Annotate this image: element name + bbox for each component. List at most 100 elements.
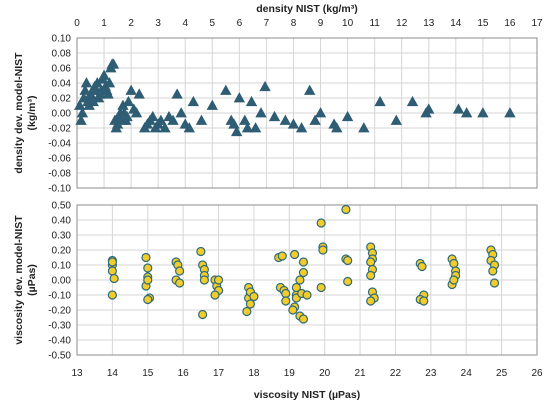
- panel1-data-point-triangle: [477, 107, 489, 118]
- panel1-data-point-triangle: [341, 110, 354, 122]
- panel2-x-tick-label: 13: [71, 368, 83, 379]
- panel1-data-point-triangle: [314, 107, 327, 118]
- panel1-data-point-triangle: [423, 103, 435, 114]
- panel2-data-point-circle: [366, 257, 376, 267]
- panel1-data-point-triangle: [233, 92, 246, 103]
- panel2-y-tick-label: 0.00: [52, 276, 72, 287]
- panel2-data-point-circle: [107, 257, 117, 267]
- panel1-data-point-triangle: [249, 122, 262, 133]
- panel2-data-point-circle: [449, 258, 459, 269]
- panel2-data-point-circle: [143, 275, 153, 285]
- panel1-data-point-triangle: [220, 84, 232, 95]
- panel1-data-point-triangle: [239, 114, 251, 125]
- panel2-data-point-circle: [419, 296, 429, 306]
- panel1-data-point-triangle: [102, 88, 114, 99]
- panel1-x-tick-label: 17: [531, 18, 543, 29]
- panel2-data-point-circle: [343, 255, 353, 266]
- panel2-y-tick-label: 0.20: [52, 246, 72, 257]
- panel1-y-tick-label: 0.10: [52, 34, 72, 45]
- panel2-x-tick-label: 18: [248, 368, 260, 379]
- panel1-data-point-triangle: [245, 95, 258, 107]
- panel1-y-tick-label: 0.08: [52, 49, 72, 60]
- panel1-data-point-triangle: [187, 95, 200, 107]
- panel1-data-point-triangle: [121, 110, 133, 122]
- panel2-y-tick-label: 0.30: [52, 231, 72, 242]
- panel2-x-tick-label: 23: [425, 368, 437, 379]
- panel1-x-tick-label: 6: [237, 18, 243, 29]
- panel2-data-point-circle: [242, 306, 252, 317]
- panel1-data-point-triangle: [130, 107, 143, 118]
- panel1-x-tick-label: 11: [369, 18, 380, 29]
- panel1-data-point-triangle: [147, 110, 159, 122]
- panel1-data-point-triangle: [452, 103, 465, 114]
- panel1-data-point-triangle: [228, 118, 240, 129]
- panel2-data-point-circle: [318, 245, 328, 255]
- panel1-x-tick-label: 8: [291, 18, 297, 29]
- panel1-data-point-triangle: [125, 84, 137, 95]
- panel2-data-point-circle: [109, 273, 119, 284]
- panel1-data-point-triangle: [76, 107, 89, 118]
- panel2-data-point-circle: [316, 218, 326, 228]
- panel2-y-tick-label: -0.50: [48, 351, 71, 362]
- panel1-y-axis-title: density dev. model-NIST(kg/m³): [13, 52, 38, 174]
- panel1-x-tick-label: 4: [182, 18, 188, 29]
- panel1-data-point-triangle: [309, 114, 321, 125]
- panel1-data-point-triangle: [230, 125, 243, 137]
- panel2-plot-frame: [76, 204, 538, 356]
- panel1-data-point-triangle: [155, 114, 167, 125]
- panel2-data-point-circle: [298, 267, 309, 278]
- panel2-data-point-circle: [141, 252, 151, 263]
- panel1-data-point-triangle: [195, 114, 208, 125]
- panel1-x-tick-label: 16: [504, 18, 516, 29]
- panel2-y-axis-title: viscosity dev. model-NIST(µPas): [13, 215, 38, 345]
- panel1-data-point-triangle: [287, 118, 300, 129]
- panel2-x-tick-label: 24: [461, 368, 473, 379]
- panel1-data-point-triangle: [374, 95, 386, 107]
- panel2-data-point-circle: [107, 290, 117, 300]
- panel1-x-tick-label: 5: [210, 18, 216, 29]
- panel2-y-tick-label: 0.40: [52, 216, 72, 227]
- panel2-x-tick-label: 26: [531, 368, 543, 379]
- panel1-data-point-triangle: [206, 99, 218, 110]
- panel2-data-point-circle: [143, 294, 153, 305]
- panel2-x-tick-label: 22: [390, 368, 402, 379]
- panel2-data-point-circle: [199, 275, 209, 285]
- panel2-data-point-circle: [417, 261, 427, 272]
- panel1-data-point-triangle: [183, 122, 195, 133]
- panel2-data-point-circle: [343, 276, 353, 287]
- panel1-plot-frame: [76, 37, 538, 189]
- panel1-x-tick-label: 2: [128, 18, 134, 29]
- panel2-data-point-circle: [249, 291, 259, 302]
- panel2-x-tick-label: 25: [496, 368, 508, 379]
- panel2-x-tick-label: 16: [178, 368, 190, 379]
- panel2-data-point-circle: [196, 246, 206, 257]
- panel1-x-tick-label: 13: [423, 18, 435, 29]
- panel2-data-point-circle: [291, 282, 301, 293]
- panel2-data-point-circle: [245, 299, 255, 309]
- panel1-y-tick-label: -0.08: [48, 169, 71, 180]
- panel1-y-tick-label: 0.06: [52, 64, 72, 75]
- panel2-data-point-circle: [489, 278, 500, 288]
- panel1-data-point-triangle: [504, 107, 516, 118]
- panel2-data-point-circle: [175, 278, 185, 288]
- panel1-data-point-triangle: [171, 88, 183, 99]
- panel2-data-point-circle: [175, 266, 185, 276]
- panel1-x-tick-label: 12: [396, 18, 408, 29]
- panel1-data-point-triangle: [80, 77, 93, 88]
- panel1-x-tick-label: 9: [318, 18, 324, 29]
- panel2-data-point-circle: [210, 290, 220, 300]
- panel1-y-tick-label: 0.02: [52, 94, 72, 105]
- panel1-y-tick-label: -0.10: [48, 184, 71, 195]
- panel1-data-point-triangle: [75, 114, 87, 125]
- panel1-x-tick-label: 7: [264, 18, 270, 29]
- panel2-data-point-circle: [316, 282, 326, 293]
- panel2-x-tick-label: 20: [319, 368, 331, 379]
- panel2-y-tick-label: -0.10: [48, 291, 71, 302]
- panel2-y-tick-label: -0.20: [48, 306, 71, 317]
- panel1-x-tick-label: 0: [74, 18, 80, 29]
- panel2-data-point-circle: [107, 266, 117, 276]
- panel1-data-point-triangle: [358, 122, 370, 133]
- panel1-data-point-triangle: [268, 110, 281, 122]
- panel1-y-tick-label: 0.00: [52, 109, 72, 120]
